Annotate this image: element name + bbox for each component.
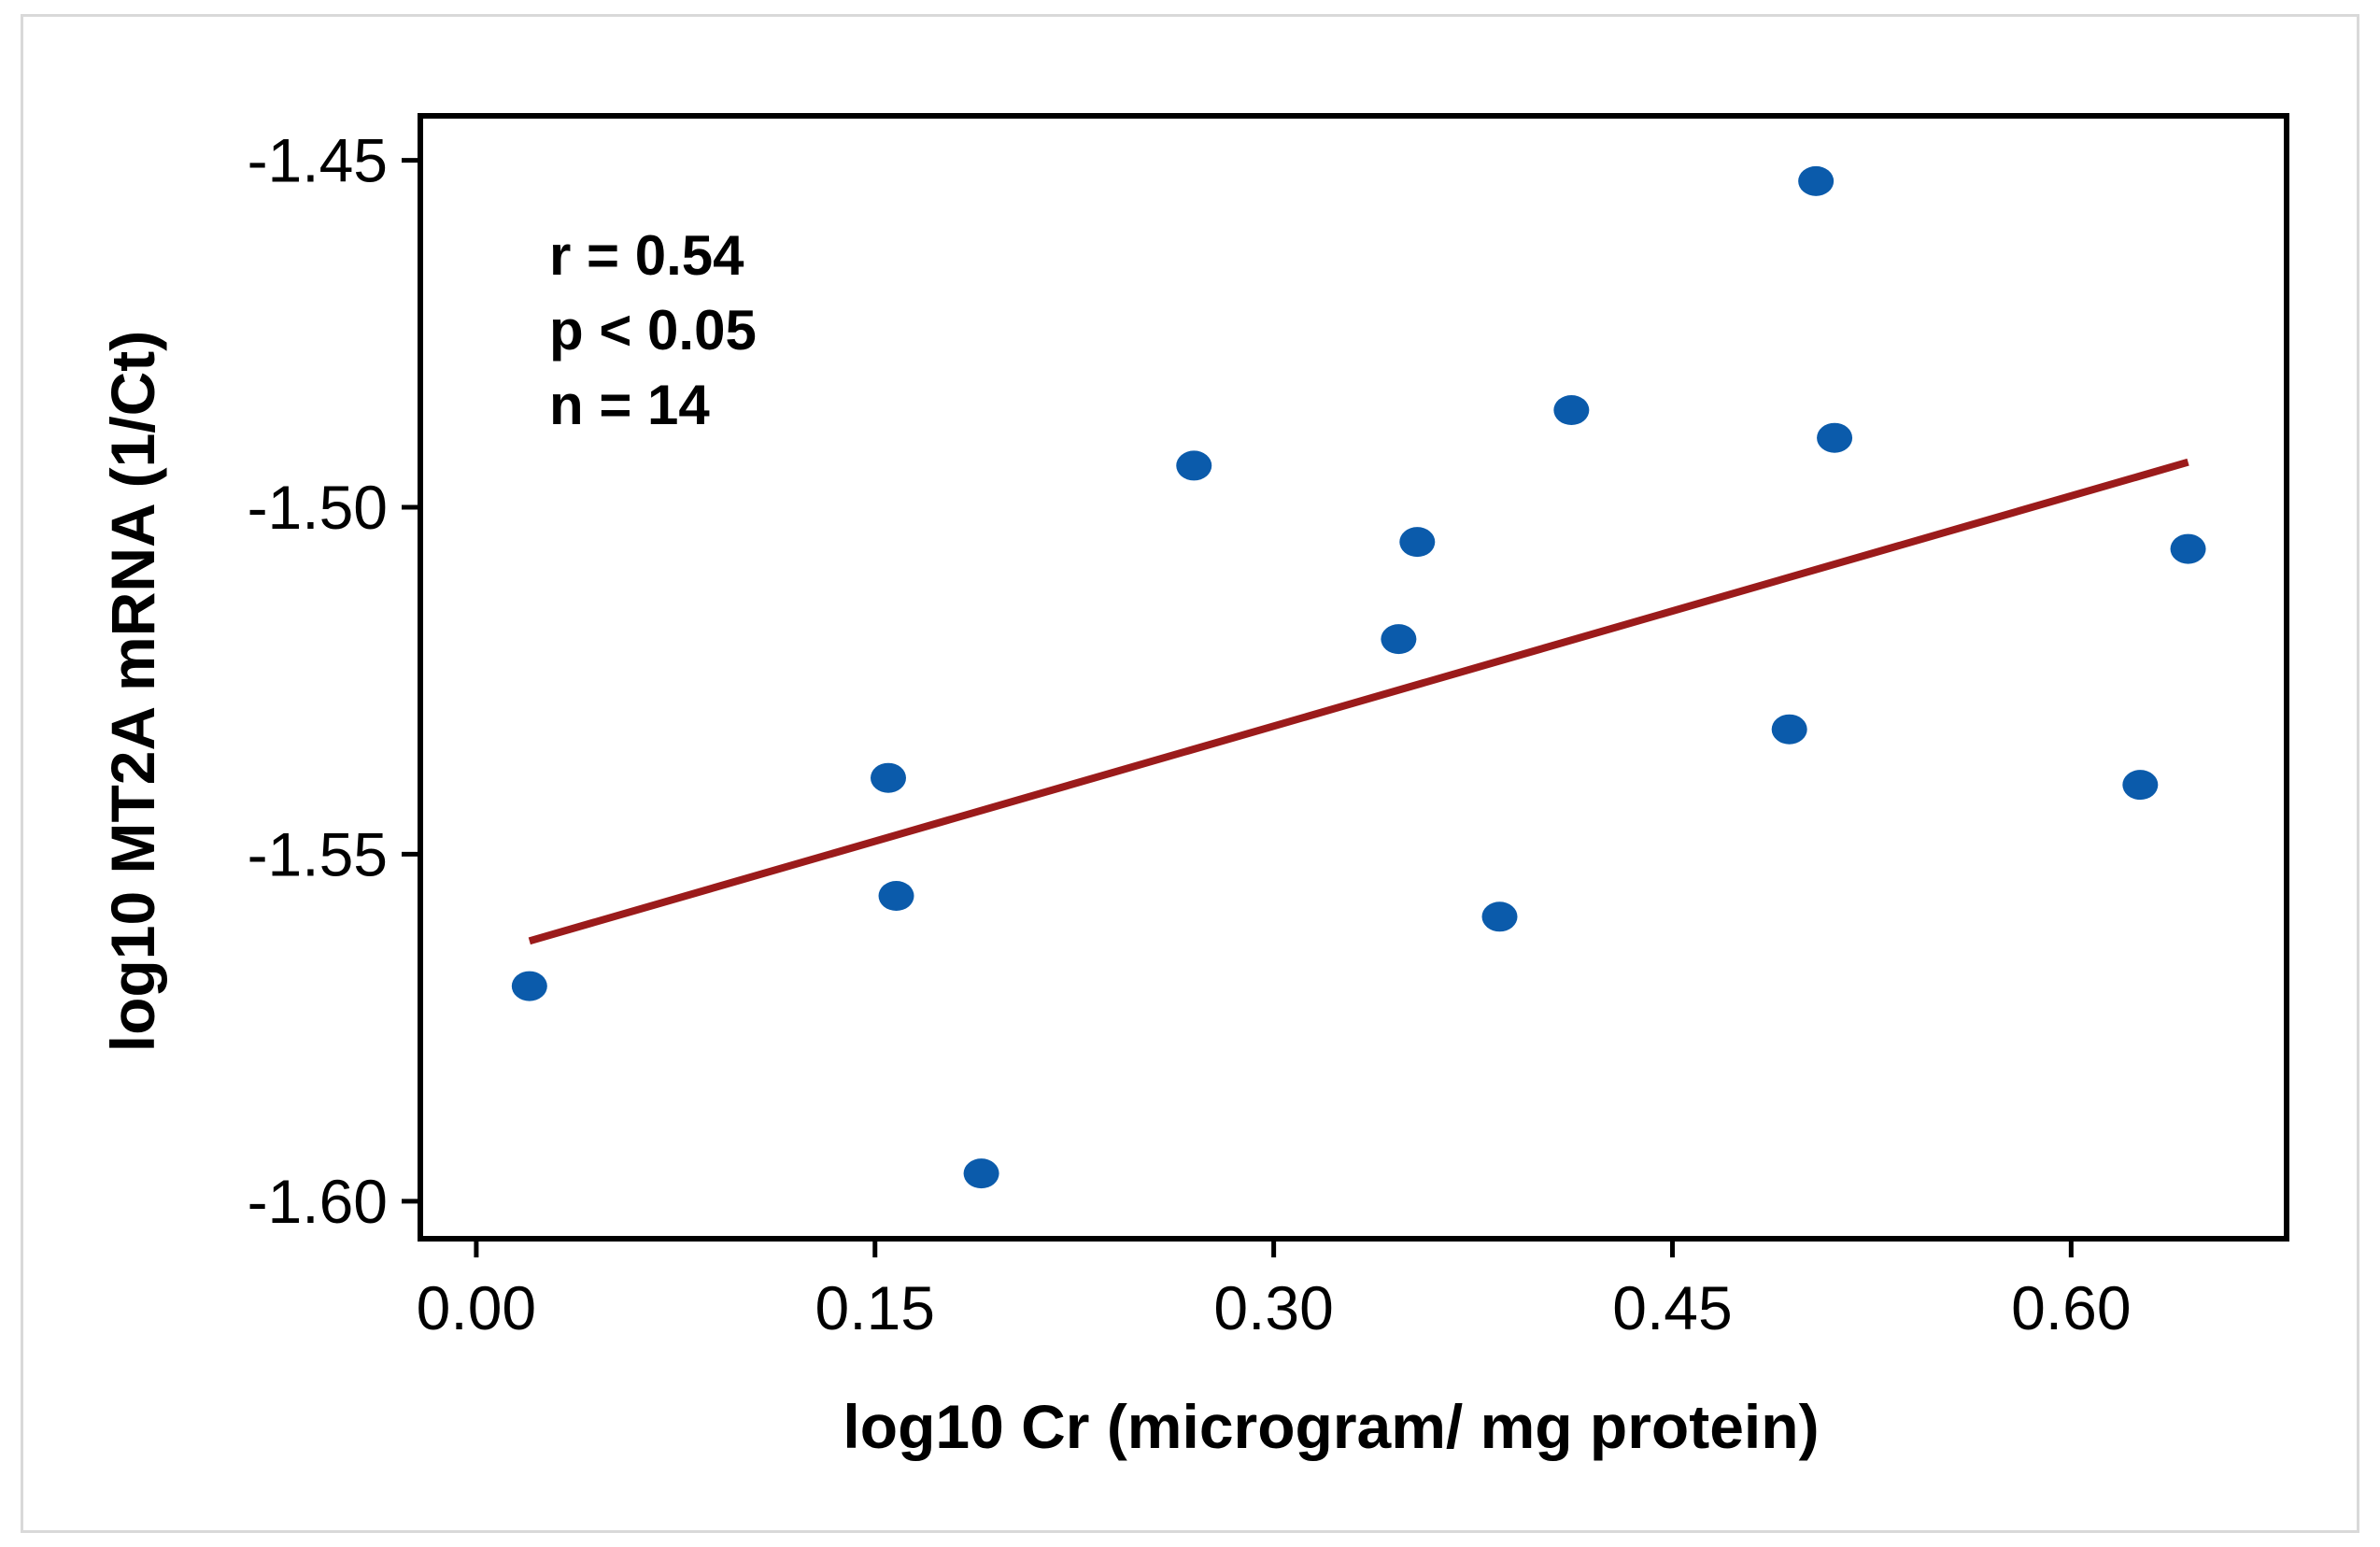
x-axis: 0.00 0.15 0.30 0.45 0.60 bbox=[417, 1239, 2132, 1342]
data-point bbox=[1798, 165, 1835, 196]
data-point bbox=[1481, 901, 1518, 932]
data-point bbox=[511, 971, 547, 1001]
x-tick-label: 0.30 bbox=[1213, 1273, 1333, 1342]
stat-n: n = 14 bbox=[549, 374, 710, 436]
y-tick-label: -1.55 bbox=[248, 819, 388, 888]
data-point bbox=[2122, 770, 2159, 801]
y-tick-label: -1.60 bbox=[248, 1167, 388, 1236]
x-tick-label: 0.60 bbox=[2011, 1273, 2131, 1342]
data-point bbox=[1553, 395, 1590, 425]
scatter-chart: -1.45 -1.50 -1.55 -1.60 0.00 0.15 0.30 0.45 0.6… bbox=[98, 113, 2289, 1461]
data-point bbox=[1771, 714, 1807, 745]
x-axis-title: log10 Cr (microgram/ mg protein) bbox=[843, 1392, 1819, 1461]
x-tick-label: 0.45 bbox=[1612, 1273, 1732, 1342]
x-tick-label: 0.15 bbox=[815, 1273, 935, 1342]
stat-r: r = 0.54 bbox=[549, 224, 744, 287]
data-points bbox=[511, 165, 2206, 1189]
data-point bbox=[871, 762, 906, 793]
y-tick-label: -1.50 bbox=[248, 473, 388, 542]
y-axis: -1.45 -1.50 -1.55 -1.60 bbox=[248, 126, 420, 1236]
y-axis-title: log10 MT2A mRNA (1/Ct) bbox=[98, 331, 167, 1052]
data-point bbox=[963, 1158, 999, 1189]
stat-p: p < 0.05 bbox=[549, 299, 757, 362]
data-point bbox=[1399, 527, 1436, 558]
data-point bbox=[878, 881, 914, 911]
y-tick-label: -1.45 bbox=[248, 126, 388, 195]
plot-area bbox=[418, 113, 2289, 1242]
data-point bbox=[2170, 533, 2206, 564]
x-tick-label: 0.00 bbox=[417, 1273, 536, 1342]
trendline bbox=[528, 458, 2189, 945]
data-point bbox=[1817, 422, 1853, 453]
data-point bbox=[1176, 450, 1212, 481]
figure-frame: -1.45 -1.50 -1.55 -1.60 0.00 0.15 0.30 0.45 0.6… bbox=[21, 14, 2359, 1533]
data-point bbox=[1381, 624, 1417, 655]
